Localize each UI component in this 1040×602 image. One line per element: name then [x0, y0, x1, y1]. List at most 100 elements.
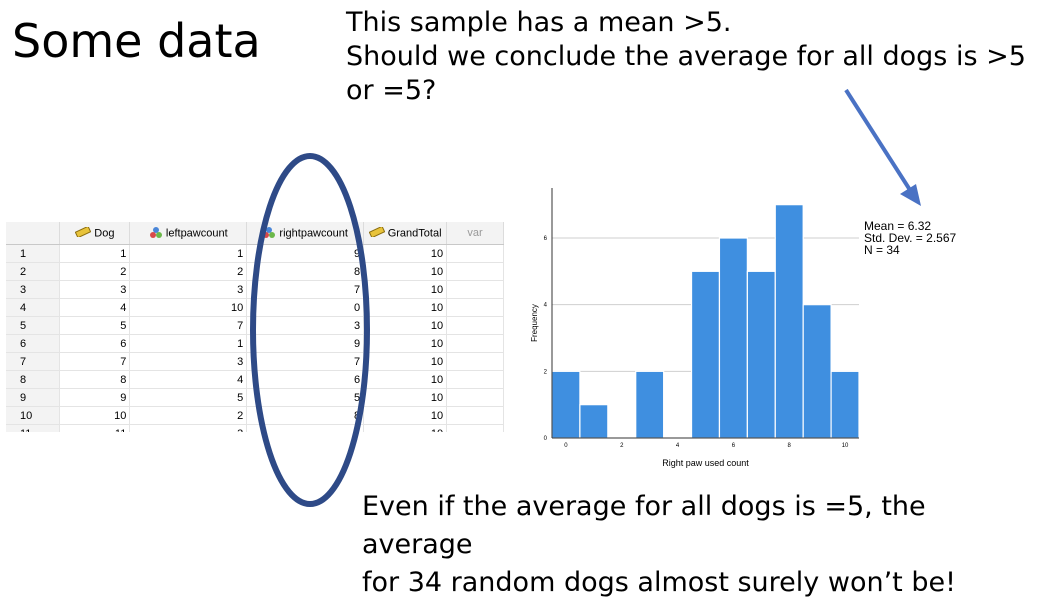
empty-var-cell[interactable]: [446, 244, 504, 263]
table-cell[interactable]: 7: [246, 352, 365, 371]
x-axis-label: Right paw used count: [662, 458, 749, 468]
table-cell[interactable]: 10: [363, 334, 448, 353]
table-cell[interactable]: 2: [59, 262, 131, 281]
table-cell[interactable]: 3: [59, 280, 131, 299]
row-number[interactable]: 3: [6, 280, 61, 299]
histogram-chart: 0 2 4 6 8 10 0 2 4 6 Right paw used count Frequency: [530, 188, 860, 468]
histogram-bar: [802, 304, 832, 439]
nominal-icon: [149, 226, 163, 241]
table-cell[interactable]: 1: [129, 244, 248, 263]
table-cell[interactable]: 9: [246, 334, 365, 353]
question-line: or =5?: [346, 75, 437, 106]
spreadsheet-grid: Dog leftpawcount rightpawcount GrandTotal va…: [6, 222, 504, 432]
empty-var-cell[interactable]: [446, 424, 504, 432]
histogram-bar: [690, 270, 721, 439]
table-cell[interactable]: 3: [129, 424, 248, 432]
sd-label: Std. Dev. = 2.567: [864, 231, 957, 245]
row-number[interactable]: 2: [6, 262, 61, 281]
empty-var-cell[interactable]: [446, 388, 504, 407]
table-cell[interactable]: 10: [363, 244, 448, 263]
conclusion-text: Even if the average for all dogs is =5, …: [362, 488, 1040, 602]
table-row: 3 3 3 7 10: [6, 280, 504, 299]
annotation-layer: 0 2 4 6 8 10 0 2 4 6 Right paw used count Frequency: [250, 88, 921, 507]
stats-box: Mean = 6.32 Std. Dev. = 2.567 N = 34: [864, 220, 956, 256]
table-cell[interactable]: 10: [363, 424, 448, 432]
pointer-arrow: [844, 88, 921, 206]
arrow-shaft: [844, 88, 912, 192]
table-cell[interactable]: 4: [129, 370, 248, 389]
table-row: 9 9 5 5 10: [6, 388, 504, 407]
table-row: 7 7 3 7 10: [6, 352, 504, 371]
row-number[interactable]: 4: [6, 298, 61, 317]
row-number[interactable]: 11: [6, 424, 61, 432]
table-cell[interactable]: 3: [246, 316, 365, 335]
n-label: N = 34: [864, 243, 900, 257]
table-cell[interactable]: 1: [59, 244, 131, 263]
column-header-label: leftpawcount: [165, 226, 228, 239]
row-number[interactable]: 1: [6, 244, 61, 263]
empty-var-cell[interactable]: [446, 334, 504, 353]
column-header-label: var: [467, 227, 483, 239]
empty-var-cell[interactable]: [446, 280, 504, 299]
column-header-label: rightpawcount: [279, 226, 348, 239]
empty-var-cell[interactable]: [446, 370, 504, 389]
table-cell[interactable]: 10: [363, 352, 448, 371]
table-cell[interactable]: 10: [363, 262, 448, 281]
table-cell[interactable]: 9: [59, 388, 131, 407]
table-cell[interactable]: 3: [129, 280, 248, 299]
empty-var-cell[interactable]: [446, 352, 504, 371]
histogram-bar: [830, 370, 860, 439]
column-header-grandtotal[interactable]: GrandTotal: [363, 222, 448, 245]
table-cell[interactable]: 11: [59, 424, 131, 432]
table-cell[interactable]: 6: [59, 334, 131, 353]
table-cell[interactable]: 5: [59, 316, 131, 335]
table-cell[interactable]: 2: [129, 406, 248, 425]
x-tick-label: 10: [842, 443, 849, 449]
column-header-leftpawcount[interactable]: leftpawcount: [129, 222, 248, 245]
table-cell[interactable]: 10: [363, 406, 448, 425]
row-number[interactable]: 7: [6, 352, 61, 371]
row-number[interactable]: 9: [6, 388, 61, 407]
empty-var-cell[interactable]: [446, 406, 504, 425]
column-header-dog[interactable]: Dog: [59, 222, 131, 245]
column-header-var[interactable]: var: [446, 222, 504, 245]
table-row: 4 4 10 0 10: [6, 298, 504, 317]
table-cell[interactable]: 10: [363, 316, 448, 335]
y-tick-label: 6: [544, 236, 548, 242]
slide-title: Some data: [12, 14, 261, 68]
table-cell[interactable]: 10: [129, 298, 248, 317]
table-cell[interactable]: 4: [59, 298, 131, 317]
histogram-bar: [579, 404, 609, 439]
row-number[interactable]: 10: [6, 406, 61, 425]
table-cell[interactable]: 7: [129, 316, 248, 335]
table-cell[interactable]: 10: [59, 406, 131, 425]
empty-var-cell[interactable]: [446, 262, 504, 281]
table-cell[interactable]: 8: [59, 370, 131, 389]
table-cell[interactable]: 2: [129, 262, 248, 281]
arrow-head: [900, 184, 921, 206]
table-cell[interactable]: 1: [129, 334, 248, 353]
table-cell[interactable]: 5: [129, 388, 248, 407]
table-cell[interactable]: 10: [363, 298, 448, 317]
question-text: This sample has a mean >5. Should we con…: [346, 6, 1026, 108]
row-number[interactable]: 6: [6, 334, 61, 353]
table-cell[interactable]: 7: [59, 352, 131, 371]
y-axis-label: Frequency: [530, 304, 539, 342]
row-number[interactable]: 8: [6, 370, 61, 389]
column-header-label: GrandTotal: [387, 226, 442, 239]
table-cell[interactable]: 0: [246, 298, 365, 317]
row-number[interactable]: 5: [6, 316, 61, 335]
histogram-bar: [774, 204, 804, 439]
empty-var-cell[interactable]: [446, 316, 504, 335]
histogram-bar: [551, 370, 581, 439]
table-cell[interactable]: 10: [363, 388, 448, 407]
table-cell[interactable]: 10: [363, 370, 448, 389]
table-cell[interactable]: 3: [129, 352, 248, 371]
data-view-table: Dog leftpawcount rightpawcount GrandTotal va…: [6, 222, 504, 432]
histogram-bar: [635, 370, 665, 439]
conclusion-line: Even if the average for all dogs is =5, …: [362, 491, 926, 560]
table-row: 2 2 2 8 10: [6, 262, 504, 281]
empty-var-cell[interactable]: [446, 298, 504, 317]
column-header-rightpawcount[interactable]: rightpawcount: [246, 222, 365, 245]
table-cell[interactable]: 10: [363, 280, 448, 299]
